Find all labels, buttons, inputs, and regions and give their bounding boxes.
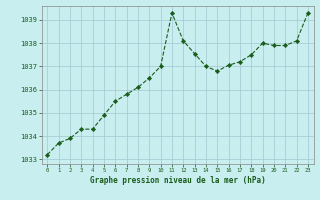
X-axis label: Graphe pression niveau de la mer (hPa): Graphe pression niveau de la mer (hPa) — [90, 176, 266, 185]
